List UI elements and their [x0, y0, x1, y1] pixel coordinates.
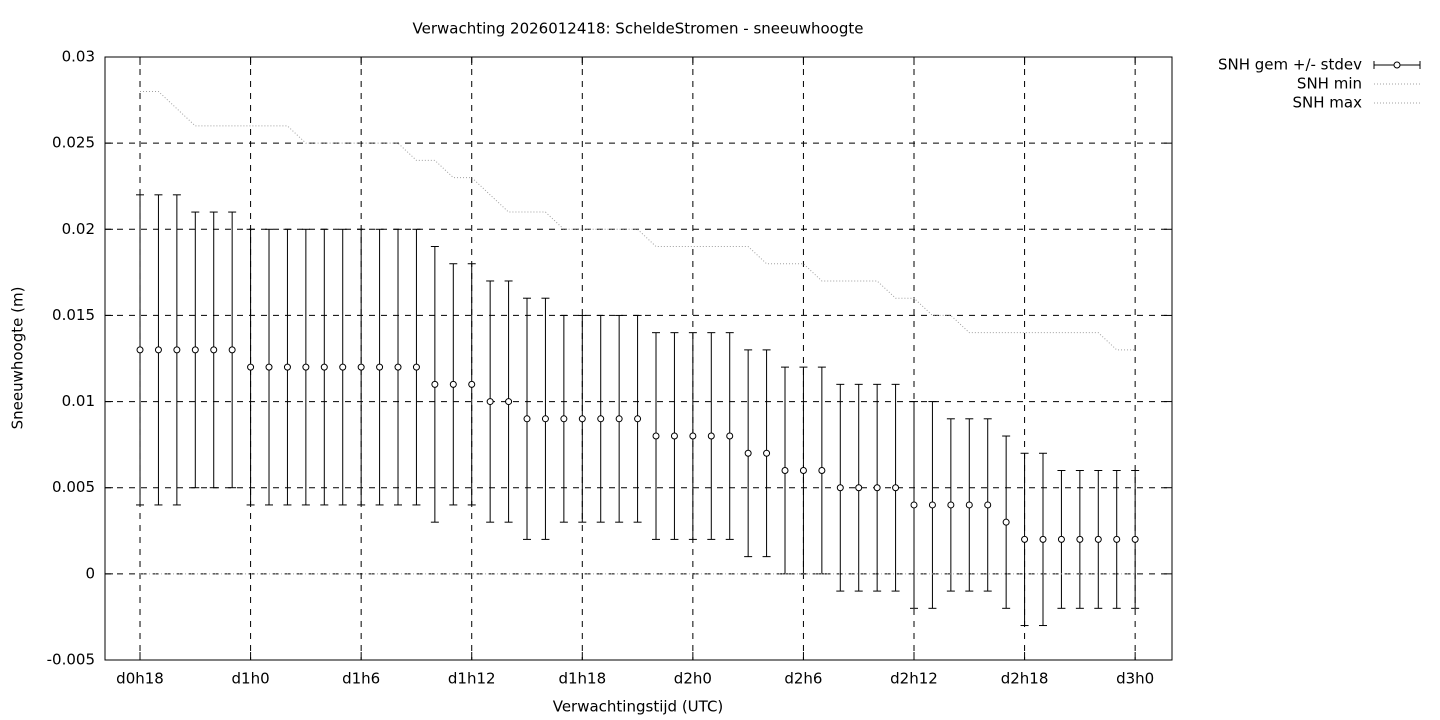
data-point	[597, 415, 605, 423]
data-point	[799, 466, 807, 474]
data-point	[1039, 535, 1047, 543]
data-point	[726, 432, 734, 440]
data-point	[781, 466, 789, 474]
data-point	[652, 432, 660, 440]
data-point	[689, 432, 697, 440]
data-point	[836, 484, 844, 492]
data-point	[1094, 535, 1102, 543]
x-tick-label: d1h12	[448, 670, 496, 688]
data-point	[947, 501, 955, 509]
data-point	[412, 363, 420, 371]
data-point	[541, 415, 549, 423]
y-tick-label: 0.005	[52, 478, 95, 496]
data-point	[339, 363, 347, 371]
y-tick-label: 0.03	[62, 48, 95, 66]
data-point	[210, 346, 218, 354]
data-point	[486, 398, 494, 406]
data-point	[357, 363, 365, 371]
data-point	[1002, 518, 1010, 526]
data-point	[154, 346, 162, 354]
data-point	[431, 380, 439, 388]
data-point	[449, 380, 457, 388]
data-point	[468, 380, 476, 388]
y-tick-label: -0.005	[47, 651, 95, 669]
data-point	[873, 484, 881, 492]
data-point	[634, 415, 642, 423]
data-point	[965, 501, 973, 509]
x-tick-label: d0h18	[116, 670, 164, 688]
data-point	[523, 415, 531, 423]
data-point	[173, 346, 181, 354]
data-point	[984, 501, 992, 509]
data-point	[578, 415, 586, 423]
chart-title: Verwachting 2026012418: ScheldeStromen -…	[413, 20, 864, 38]
data-point	[283, 363, 291, 371]
x-tick-label: d1h6	[342, 670, 380, 688]
x-tick-label: d2h18	[1001, 670, 1049, 688]
data-point	[910, 501, 918, 509]
x-tick-label: d3h0	[1116, 670, 1154, 688]
legend-swatch	[1393, 61, 1401, 69]
x-tick-label: d2h6	[784, 670, 822, 688]
x-tick-label: d1h0	[232, 670, 270, 688]
data-point	[1113, 535, 1121, 543]
data-point	[615, 415, 623, 423]
x-tick-label: d2h0	[674, 670, 712, 688]
data-point	[505, 398, 513, 406]
legend-label: SNH max	[1293, 94, 1363, 112]
data-point	[302, 363, 310, 371]
data-point	[763, 449, 771, 457]
data-point	[320, 363, 328, 371]
y-tick-label: 0.025	[52, 134, 95, 152]
data-point	[1021, 535, 1029, 543]
x-axis-label: Verwachtingstijd (UTC)	[553, 698, 724, 716]
y-tick-label: 0.01	[62, 392, 95, 410]
legend-label: SNH min	[1297, 75, 1362, 93]
y-tick-label: 0.02	[62, 220, 95, 238]
y-tick-label: 0.015	[52, 306, 95, 324]
y-tick-label: 0	[85, 564, 95, 582]
line-series	[140, 90, 1136, 351]
data-point	[818, 466, 826, 474]
data-point	[191, 346, 199, 354]
data-point	[670, 432, 678, 440]
data-point	[228, 346, 236, 354]
data-point	[560, 415, 568, 423]
data-point	[136, 346, 144, 354]
data-point	[394, 363, 402, 371]
plot-frame	[104, 56, 1173, 661]
legend-label: SNH gem +/- stdev	[1218, 56, 1362, 74]
data-point	[376, 363, 384, 371]
data-point	[247, 363, 255, 371]
data-point	[855, 484, 863, 492]
x-tick-label: d1h18	[558, 670, 606, 688]
data-point	[265, 363, 273, 371]
y-axis-label: Sneeuwhoogte (m)	[9, 287, 27, 430]
data-point	[744, 449, 752, 457]
data-point	[1076, 535, 1084, 543]
data-point	[928, 501, 936, 509]
data-point	[892, 484, 900, 492]
data-point	[1131, 535, 1139, 543]
data-point	[1057, 535, 1065, 543]
x-tick-label: d2h12	[890, 670, 938, 688]
data-point	[707, 432, 715, 440]
